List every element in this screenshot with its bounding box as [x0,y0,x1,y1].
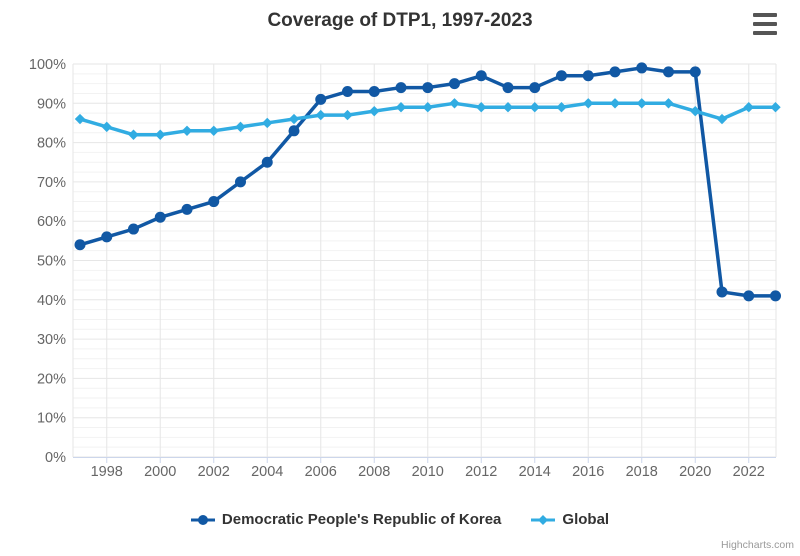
point-dprk-2019[interactable] [663,66,674,78]
point-global-2016[interactable] [583,98,594,109]
y-axis-label: 70% [37,175,66,191]
x-axis-label: 2020 [679,464,711,480]
x-axis-label: 2016 [572,464,604,480]
point-dprk-2000[interactable] [154,211,166,223]
point-dprk-2007[interactable] [342,86,353,98]
point-global-2021[interactable] [716,113,728,125]
x-axis-label: 2010 [412,464,444,480]
point-dprk-2001[interactable] [181,203,193,215]
point-global-2002[interactable] [208,125,219,137]
hamburger-icon [753,13,777,17]
x-axis-label: 2002 [198,464,230,480]
x-axis-label: 2014 [519,464,551,480]
point-dprk-2008[interactable] [368,86,380,98]
legend-item-dprk[interactable]: Democratic People's Republic of Korea [190,511,502,528]
x-axis-label: 2022 [733,464,765,480]
x-axis-label: 2000 [144,464,176,480]
x-axis-label: 1998 [91,464,123,480]
y-axis-label: 80% [37,136,66,152]
point-global-2020[interactable] [690,105,701,117]
x-axis-label: 2006 [305,464,337,480]
point-dprk-2004[interactable] [261,156,273,168]
point-dprk-2020[interactable] [689,66,701,78]
point-global-2018[interactable] [636,98,647,109]
y-axis-label: 10% [37,411,66,427]
highcharts-credit-link[interactable]: Highcharts.com [721,539,794,551]
point-global-2012[interactable] [476,102,487,113]
point-global-2005[interactable] [288,113,300,125]
point-dprk-2009[interactable] [395,82,407,94]
point-dprk-2011[interactable] [449,78,460,90]
point-dprk-2021[interactable] [716,286,728,298]
y-axis-label: 40% [37,293,66,309]
y-axis-label: 30% [37,332,66,348]
point-global-2022[interactable] [743,102,754,113]
x-axis-label: 2004 [251,464,283,480]
point-global-2009[interactable] [395,102,407,113]
point-dprk-2022[interactable] [743,290,755,302]
legend: Democratic People's Republic of Korea Gl… [0,511,800,528]
point-global-1997[interactable] [74,113,86,125]
y-axis-label: 0% [45,450,66,466]
point-global-2000[interactable] [155,129,166,140]
point-dprk-2003[interactable] [235,176,246,188]
point-dprk-1998[interactable] [101,231,113,243]
point-dprk-2006[interactable] [315,93,327,105]
point-global-2001[interactable] [181,125,193,137]
point-dprk-2015[interactable] [556,70,567,82]
y-axis-label: 60% [37,214,66,230]
chart-title: Coverage of DTP1, 1997-2023 [267,10,533,31]
point-dprk-2010[interactable] [422,82,434,94]
point-global-2013[interactable] [502,102,514,113]
point-global-2006[interactable] [315,109,326,121]
context-menu-button[interactable] [753,13,779,35]
point-dprk-2023[interactable] [770,290,781,302]
point-dprk-2012[interactable] [475,70,487,82]
point-global-2003[interactable] [235,121,246,133]
legend-label-dprk: Democratic People's Republic of Korea [221,511,502,528]
point-global-2023[interactable] [770,102,781,113]
point-dprk-2018[interactable] [636,62,648,74]
point-global-1999[interactable] [128,129,139,140]
point-global-2015[interactable] [556,102,567,113]
legend-item-global[interactable]: Global [531,511,609,528]
point-global-2014[interactable] [529,102,540,113]
point-global-2007[interactable] [342,109,353,121]
hamburger-icon [753,31,777,35]
point-global-2008[interactable] [369,105,380,117]
x-axis-label: 2008 [358,464,390,480]
point-dprk-2002[interactable] [208,196,220,208]
point-dprk-2017[interactable] [609,66,621,78]
hamburger-icon [753,22,777,26]
diamond-marker-icon [531,514,556,525]
point-global-2017[interactable] [609,98,621,109]
point-dprk-1999[interactable] [128,223,139,235]
point-global-2010[interactable] [422,102,433,113]
point-dprk-2013[interactable] [502,82,514,94]
legend-label-global: Global [562,511,610,528]
x-axis-label: 2012 [465,464,497,480]
point-dprk-2014[interactable] [529,82,541,94]
x-axis-label: 2018 [626,464,658,480]
point-dprk-2016[interactable] [582,70,594,82]
point-global-2019[interactable] [663,98,674,109]
y-axis-label: 90% [37,96,66,112]
point-global-2011[interactable] [449,98,460,109]
y-axis-label: 20% [37,371,66,387]
point-global-1998[interactable] [101,121,112,133]
y-axis-label: 100% [29,57,66,73]
point-dprk-2005[interactable] [288,125,300,137]
y-axis-label: 50% [37,254,66,270]
point-global-2004[interactable] [262,117,273,129]
point-dprk-1997[interactable] [74,239,86,251]
circle-marker-icon [190,514,215,525]
